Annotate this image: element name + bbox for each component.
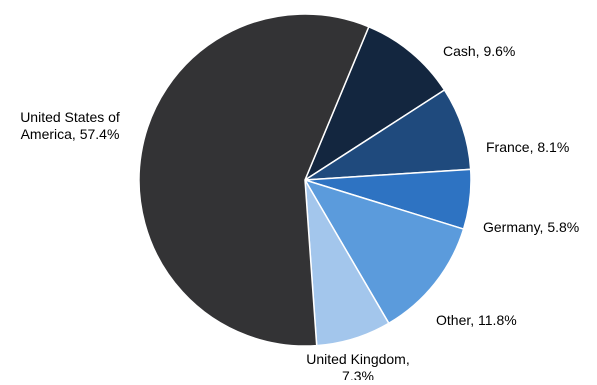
slice-label-cash: Cash, 9.6%	[443, 43, 515, 59]
pie-slices	[138, 13, 472, 347]
pie-slice-united-states-of-america	[138, 13, 370, 347]
slice-label-germany: Germany, 5.8%	[483, 219, 579, 235]
pie-slice-cash	[303, 25, 446, 182]
slice-label-line: Germany, 5.8%	[483, 219, 579, 235]
slice-label-other: Other, 11.8%	[436, 312, 517, 328]
slice-label-line: United States of	[20, 109, 120, 125]
slice-label-line: Cash, 9.6%	[443, 43, 515, 59]
slice-label-line: America, 57.4%	[21, 126, 120, 142]
slice-label-line: United Kingdom,	[306, 351, 410, 367]
slice-label-france: France, 8.1%	[486, 139, 569, 155]
pie-slice-other	[303, 178, 465, 325]
slice-label-united-kingdom: United Kingdom, 7.3%	[306, 351, 410, 380]
slice-label-line: France, 8.1%	[486, 139, 569, 155]
slice-label-line: 7.3%	[342, 368, 374, 380]
slice-label-united-states-of-america: United States of America, 57.4%	[20, 109, 120, 142]
slice-label-line: Other, 11.8%	[436, 312, 517, 328]
